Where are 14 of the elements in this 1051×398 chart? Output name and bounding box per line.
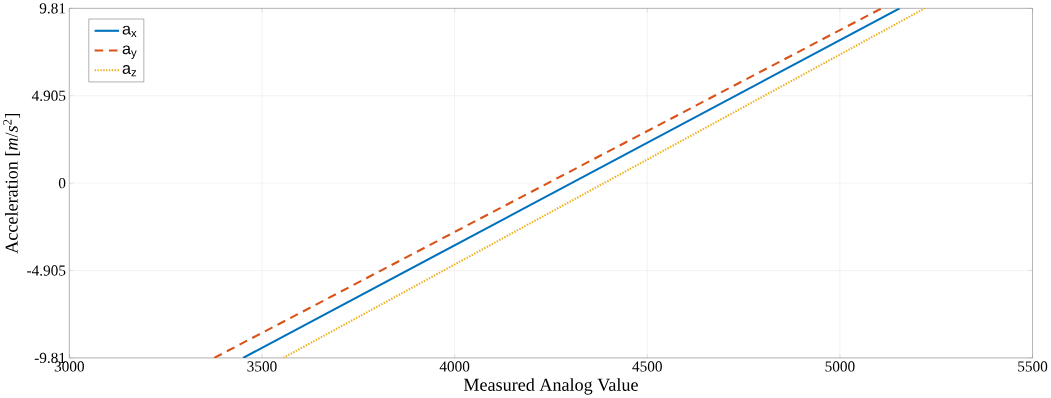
legend-label: a$_{x}$ [122,25,137,37]
x-tick-label: 5000 [825,361,855,372]
y-axis-title: Acceleration [m/s$^{2}$] [3,114,20,254]
x-tick-label: 5500 [1018,361,1048,372]
x-tick-label: 4500 [632,361,662,372]
y-tick-label: 4.905 [31,90,66,102]
x-tick-label: 3500 [247,361,277,372]
legend-label: a$_{z}$ [122,65,137,77]
x-tick-label: 4000 [439,361,470,372]
y-tick-label: 9.81 [39,3,66,14]
y-tick-label: 0 [58,178,66,189]
x-axis-title: Measured Analog Value [463,378,638,395]
legend-label: a$_{y}$ [122,45,137,60]
y-tick-label: -4.905 [27,265,66,276]
